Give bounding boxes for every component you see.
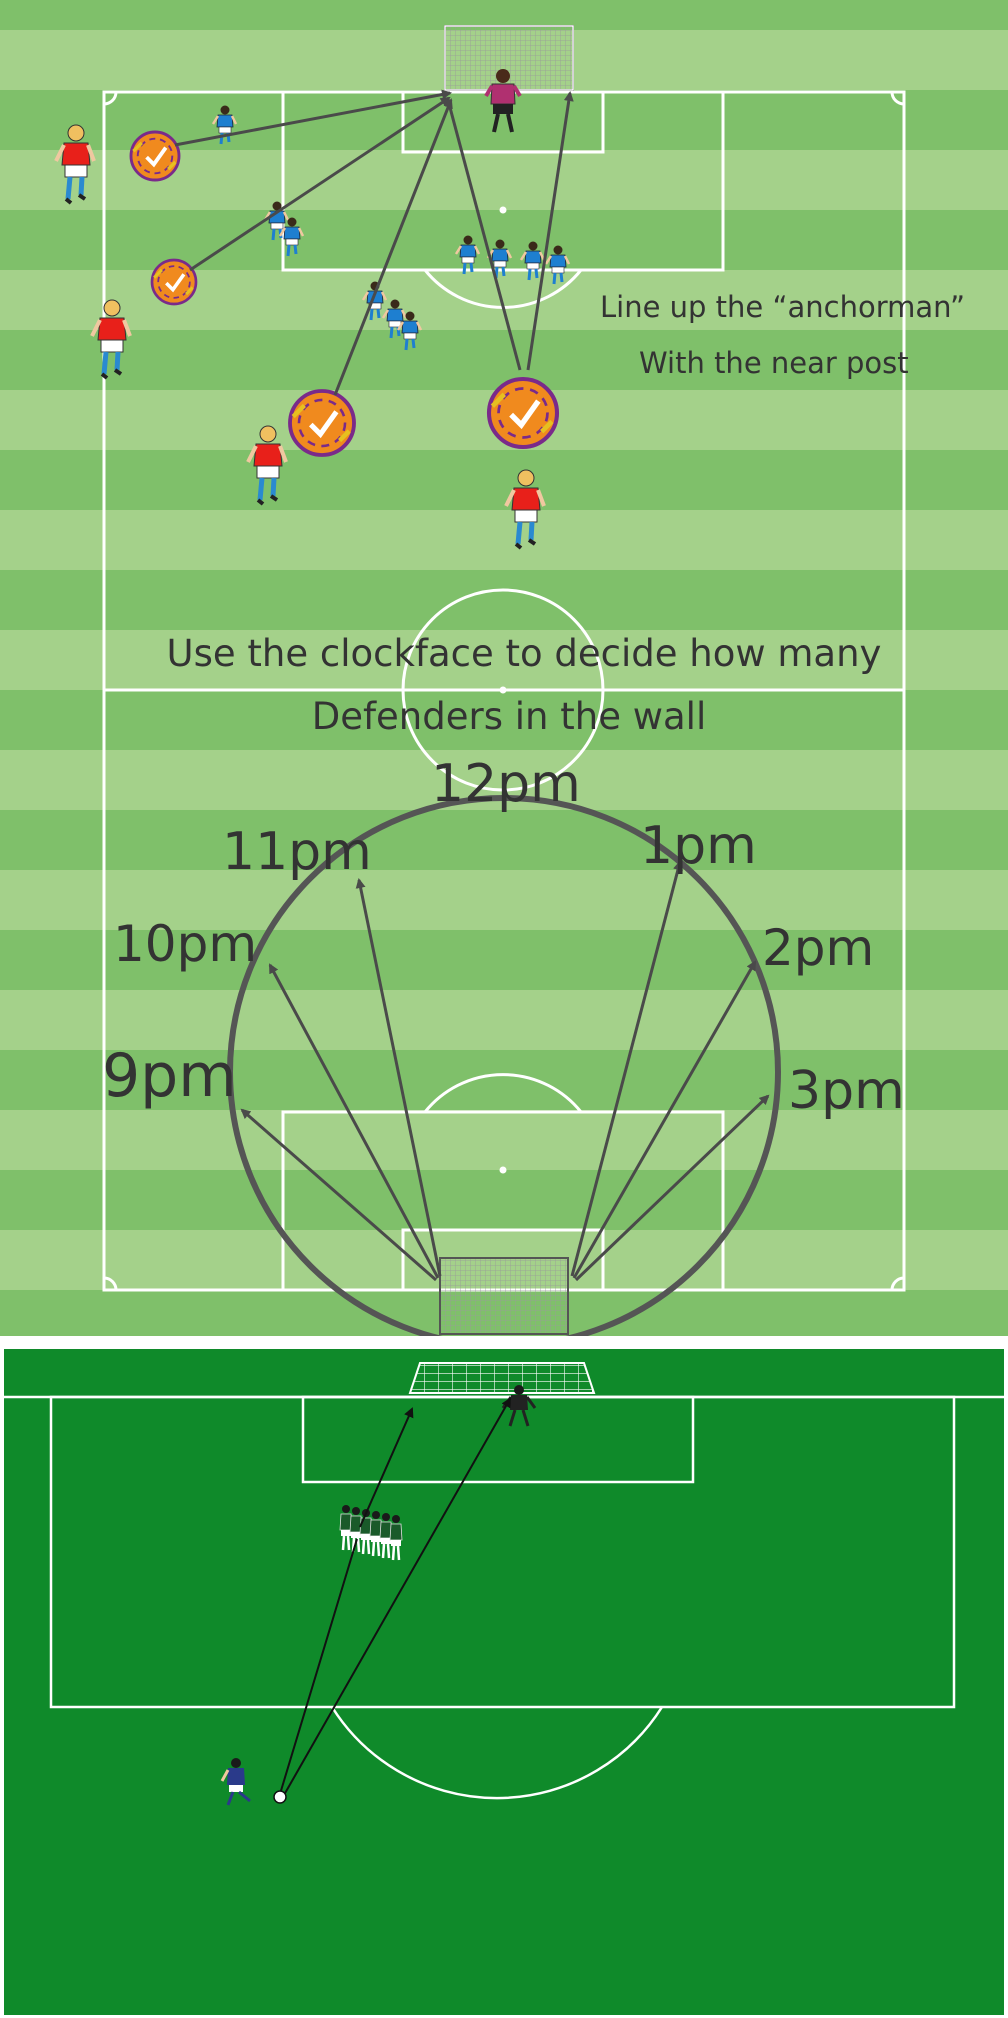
centre-spot <box>499 686 507 694</box>
clockface-note-line2: Defenders in the wall <box>312 695 706 738</box>
clock-label-1: 1pm <box>640 816 757 876</box>
clock-label-10: 10pm <box>113 915 257 973</box>
free-kick-wall-diagram <box>4 1349 1004 2015</box>
pitch-background <box>4 1349 1004 2015</box>
top-goal <box>444 25 574 91</box>
shot-arrows <box>174 89 574 396</box>
anchorman-note-line1: Line up the “anchorman” <box>600 290 965 324</box>
bottom-goal-net <box>408 1362 596 1394</box>
bottom-shot-arrows <box>279 1397 511 1796</box>
free-kick-taker <box>220 1758 251 1806</box>
clock-label-3: 3pm <box>788 1061 905 1121</box>
free-kick-clockface-diagram: Line up the “anchorman” With the near po… <box>0 0 1008 1336</box>
goalkeeper <box>484 69 522 133</box>
anchorman-note-line2: With the near post <box>639 346 909 380</box>
penalty-spot-top <box>499 206 507 214</box>
clock-labels: 12pm 11pm 1pm 10pm 2pm 9pm 3pm <box>102 754 905 1121</box>
ball <box>273 1790 287 1804</box>
clockface-circle <box>227 795 781 1336</box>
annotations: Line up the “anchorman” With the near po… <box>167 290 965 738</box>
bottom-pitch-markings <box>4 1395 1004 1800</box>
clock-label-2: 2pm <box>762 919 874 977</box>
penalty-spot-bottom <box>499 1166 507 1174</box>
clock-label-11: 11pm <box>222 822 372 882</box>
clock-label-12: 12pm <box>431 754 581 814</box>
clock-label-9: 9pm <box>102 1041 237 1111</box>
clockface-note-line1: Use the clockface to decide how many <box>167 632 882 675</box>
clockface-arrows <box>240 860 770 1282</box>
bottom-goal <box>439 1257 569 1335</box>
